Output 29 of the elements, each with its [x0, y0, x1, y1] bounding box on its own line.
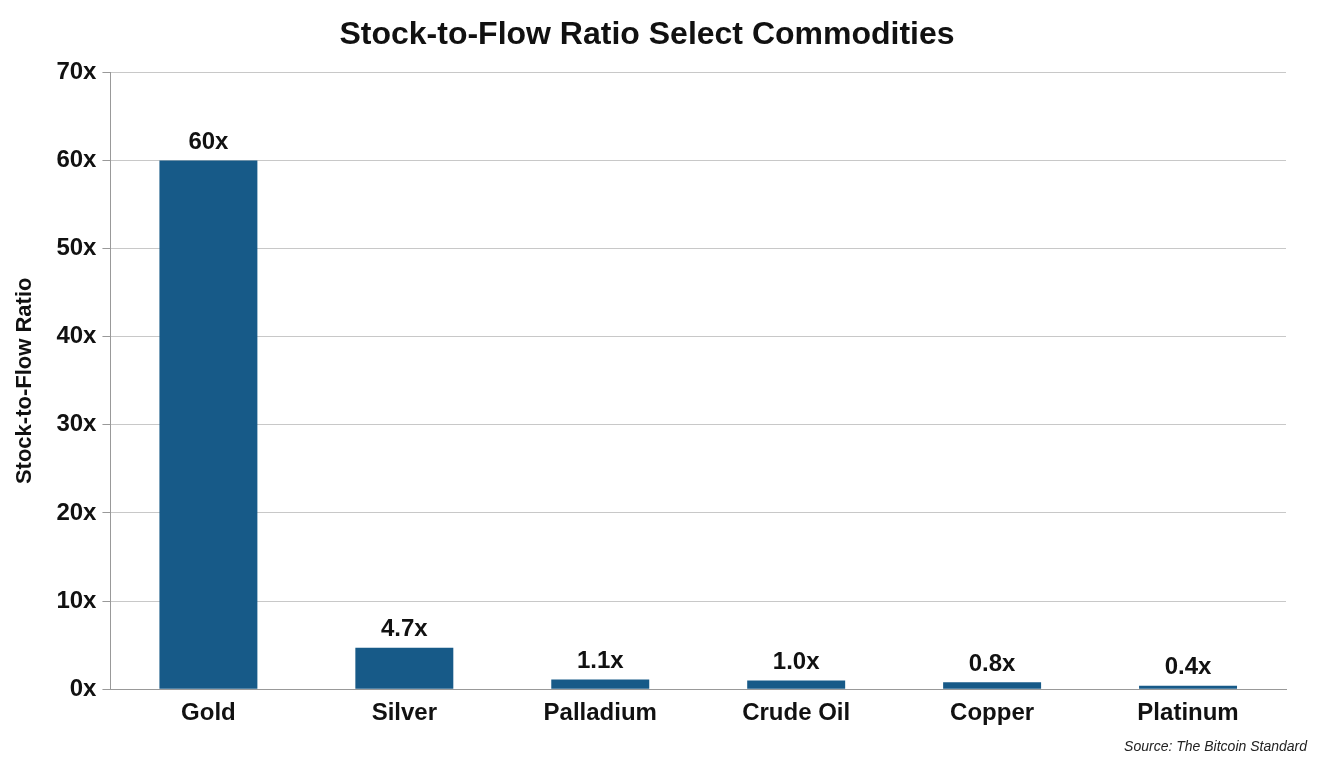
data-label: 0.4x — [1164, 652, 1213, 680]
chart-title: Stock-to-Flow Ratio Select Commodities — [339, 15, 955, 52]
y-tick-label: 60x — [56, 145, 98, 173]
x-tick-label: Platinum — [1137, 698, 1239, 726]
y-tick-label: 10x — [56, 585, 98, 613]
y-tick-label: 0x — [69, 673, 98, 701]
x-tick-label: Silver — [371, 698, 438, 726]
x-tick-label: Gold — [181, 698, 236, 726]
y-tick-label: 70x — [56, 57, 98, 85]
bar — [551, 679, 650, 689]
bar — [1139, 685, 1238, 689]
y-tick-label: 20x — [56, 497, 98, 525]
x-tick-label: Palladium — [543, 698, 657, 726]
y-tick-label: 40x — [56, 321, 98, 349]
data-label: 1.0x — [772, 647, 821, 675]
y-tick-label: 30x — [56, 409, 98, 437]
data-label: 4.7x — [380, 614, 429, 642]
bar — [355, 647, 454, 689]
bar — [159, 160, 258, 689]
bar — [747, 680, 846, 689]
data-label: 1.1x — [576, 646, 625, 674]
data-label: 0.8x — [968, 648, 1017, 676]
data-label: 60x — [188, 127, 230, 155]
y-tick-label: 50x — [56, 233, 98, 261]
bar — [943, 682, 1042, 689]
x-tick-label: Crude Oil — [742, 698, 851, 726]
y-axis-title: Stock-to-Flow Ratio — [11, 277, 37, 485]
source-note: Source: The Bitcoin Standard — [1123, 738, 1309, 754]
x-tick-label: Copper — [950, 698, 1035, 726]
